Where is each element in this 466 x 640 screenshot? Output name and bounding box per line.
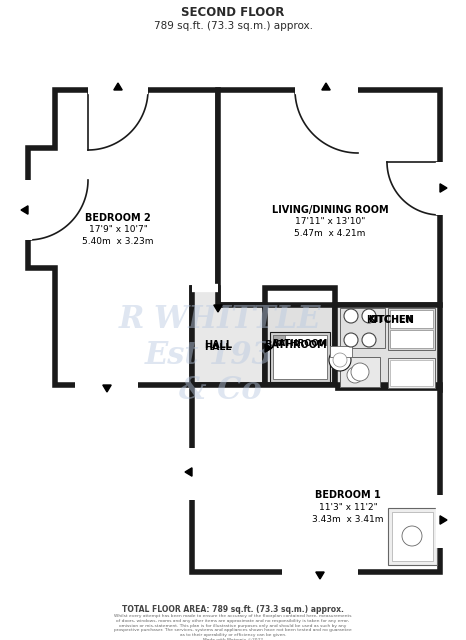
Polygon shape	[103, 385, 111, 392]
Polygon shape	[192, 385, 440, 572]
Polygon shape	[390, 330, 433, 348]
Polygon shape	[340, 357, 380, 387]
Circle shape	[362, 333, 376, 347]
Polygon shape	[316, 572, 324, 579]
Polygon shape	[388, 308, 435, 350]
Circle shape	[362, 309, 376, 323]
Polygon shape	[218, 90, 440, 305]
Polygon shape	[265, 344, 272, 352]
Text: BATHROOM: BATHROOM	[264, 340, 326, 350]
Text: SECOND FLOOR: SECOND FLOOR	[181, 6, 285, 19]
Text: KITCHEN: KITCHEN	[366, 315, 414, 325]
Polygon shape	[28, 90, 218, 385]
Text: LIVING/DINING ROOM: LIVING/DINING ROOM	[272, 205, 388, 215]
Polygon shape	[330, 346, 352, 357]
Circle shape	[402, 526, 422, 546]
Text: 17'9" x 10'7": 17'9" x 10'7"	[89, 225, 147, 234]
Circle shape	[344, 333, 358, 347]
Polygon shape	[214, 305, 222, 312]
Text: BEDROOM 2: BEDROOM 2	[85, 213, 151, 223]
Text: KITCHEN: KITCHEN	[368, 316, 412, 324]
Text: 789 sq.ft. (73.3 sq.m.) approx.: 789 sq.ft. (73.3 sq.m.) approx.	[153, 21, 313, 31]
Text: HALL: HALL	[204, 340, 232, 350]
Polygon shape	[335, 305, 440, 390]
Text: Whilst every attempt has been made to ensure the accuracy of the floorplan conta: Whilst every attempt has been made to en…	[114, 614, 352, 640]
Text: 5.47m  x 4.21m: 5.47m x 4.21m	[295, 230, 366, 239]
Circle shape	[347, 367, 363, 383]
Circle shape	[351, 363, 369, 381]
Polygon shape	[192, 288, 265, 385]
Circle shape	[344, 309, 358, 323]
Circle shape	[329, 349, 351, 371]
Polygon shape	[390, 360, 433, 386]
Polygon shape	[392, 512, 433, 561]
Polygon shape	[114, 83, 122, 90]
Circle shape	[333, 353, 347, 367]
Polygon shape	[388, 358, 435, 388]
Polygon shape	[265, 305, 335, 385]
Text: HALL: HALL	[204, 344, 232, 353]
Text: 5.40m  x 3.23m: 5.40m x 3.23m	[82, 237, 154, 246]
Text: BEDROOM 1: BEDROOM 1	[315, 490, 381, 500]
Polygon shape	[273, 335, 327, 379]
Polygon shape	[388, 508, 437, 565]
Polygon shape	[270, 332, 330, 382]
Polygon shape	[322, 83, 330, 90]
Polygon shape	[335, 385, 440, 390]
Text: 3.43m  x 3.41m: 3.43m x 3.41m	[312, 515, 384, 524]
Polygon shape	[21, 206, 28, 214]
Polygon shape	[440, 516, 447, 524]
Text: 11'3" x 11'2": 11'3" x 11'2"	[319, 502, 377, 511]
Text: 17'11" x 13'10": 17'11" x 13'10"	[295, 218, 365, 227]
Text: TOTAL FLOOR AREA: 789 sq.ft. (73.3 sq.m.) approx.: TOTAL FLOOR AREA: 789 sq.ft. (73.3 sq.m.…	[122, 605, 344, 614]
Polygon shape	[273, 335, 285, 345]
Text: BATHROOM: BATHROOM	[272, 339, 328, 348]
Polygon shape	[440, 184, 447, 192]
Polygon shape	[185, 468, 192, 476]
Polygon shape	[390, 310, 433, 328]
Polygon shape	[340, 308, 385, 348]
Text: R WHITTLE
Est 1938
& Co: R WHITTLE Est 1938 & Co	[119, 304, 321, 406]
